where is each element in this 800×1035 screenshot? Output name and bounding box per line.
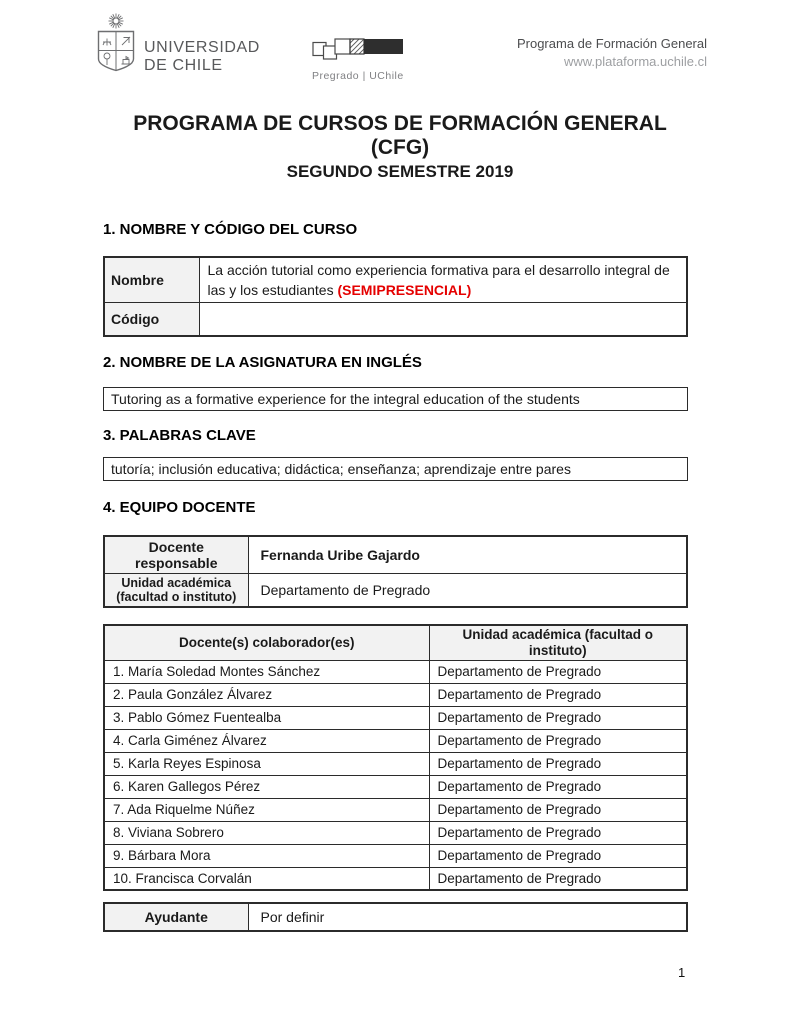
table-row: 9. Bárbara Mora Departamento de Pregrado [103,843,688,868]
pregrado-logo-caption: Pregrado | UChile [311,70,404,82]
assistant-label-cell: Ayudante [103,902,249,932]
table-row: 2. Paula González Álvarez Departamento d… [103,682,688,707]
section-3-heading: 3. PALABRAS CLAVE [103,426,256,444]
table-row: 4. Carla Giménez Álvarez Departamento de… [103,728,688,753]
name-label-cell: Nombre [103,256,200,303]
code-label-cell: Código [103,302,200,336]
collaborator-name: 3. Pablo Gómez Fuentealba [103,705,430,730]
unit-label-cell: Unidad académica (facultad o instituto) [103,572,249,607]
collaborator-unit: Departamento de Pregrado [428,820,688,845]
keywords-box: tutoría; inclusión educativa; didáctica;… [103,456,688,481]
table-row: Nombre La acción tutorial como experienc… [103,256,688,303]
table-row: Código [103,302,688,336]
collaborator-unit: Departamento de Pregrado [428,682,688,707]
uchile-logo-text: UNIVERSIDAD DE CHILE [144,39,260,74]
collaborators-col1-header: Docente(s) colaborador(es) [103,624,430,661]
code-value-cell [198,302,688,336]
collaborator-unit: Departamento de Pregrado [428,705,688,730]
collaborator-name: 9. Bárbara Mora [103,843,430,868]
collaborator-name: 2. Paula González Álvarez [103,682,430,707]
collaborator-name: 7. Ada Riquelme Núñez [103,797,430,822]
course-name-text: La acción tutorial como experiencia form… [207,262,670,298]
section-1-heading: 1. NOMBRE Y CÓDIGO DEL CURSO [103,221,358,238]
table-row: 1. María Soledad Montes Sánchez Departam… [103,659,688,684]
table-row: 6. Karen Gallegos Pérez Departamento de … [103,774,688,799]
uchile-logo: UNIVERSIDAD DE CHILE [95,12,260,79]
table-row: Unidad académica (facultad o instituto) … [103,572,688,607]
collaborator-name: 4. Carla Giménez Álvarez [103,728,430,753]
responsible-label-cell: Docente responsable [103,535,249,574]
collaborator-unit: Departamento de Pregrado [428,797,688,822]
document-title: PROGRAMA DE CURSOS DE FORMACIÓN GENERAL … [0,112,800,182]
table-row: 7. Ada Riquelme Núñez Departamento de Pr… [103,797,688,822]
collaborator-unit: Departamento de Pregrado [428,728,688,753]
responsible-teacher-table: Docente responsable Fernanda Uribe Gajar… [103,534,688,608]
english-name-box: Tutoring as a formative experience for t… [103,386,688,411]
course-name-table: Nombre La acción tutorial como experienc… [103,256,688,337]
collaborator-name: 10. Francisca Corvalán [103,866,430,891]
header-program-info: Programa de Formación General www.plataf… [517,35,707,71]
page-header: UNIVERSIDAD DE CHILE Pregrado | UChile P… [95,12,707,82]
collaborator-name: 6. Karen Gallegos Pérez [103,774,430,799]
name-value-cell: La acción tutorial como experiencia form… [198,256,688,303]
table-row: 8. Viviana Sobrero Departamento de Pregr… [103,820,688,845]
collaborator-unit: Departamento de Pregrado [428,866,688,891]
title-line-2: (CFG) [370,136,430,159]
table-row: 5. Karla Reyes Espinosa Departamento de … [103,751,688,776]
table-row: Ayudante Por definir [103,902,688,932]
collaborator-name: 8. Viviana Sobrero [103,820,430,845]
collaborators-col2-header: Unidad académica (facultad o instituto) [428,624,688,661]
collaborator-name: 5. Karla Reyes Espinosa [103,751,430,776]
title-line-3: SEGUNDO SEMESTRE 2019 [286,162,514,181]
uchile-crest-icon [95,12,137,79]
pregrado-logo: Pregrado | UChile [312,36,404,82]
collaborator-unit: Departamento de Pregrado [428,751,688,776]
semipresencial-highlight: (SEMIPRESENCIAL) [337,282,472,298]
pregrado-blocks-icon [312,36,404,65]
assistant-value-cell: Por definir [247,902,688,932]
responsible-value-cell: Fernanda Uribe Gajardo [247,535,688,574]
title-line-1: PROGRAMA DE CURSOS DE FORMACIÓN GENERAL [133,112,667,135]
unit-value-cell: Departamento de Pregrado [247,572,688,607]
collaborator-unit: Departamento de Pregrado [428,659,688,684]
document-body: 1. NOMBRE Y CÓDIGO DEL CURSO Nombre La a… [103,221,688,932]
collaborator-unit: Departamento de Pregrado [428,774,688,799]
table-row: 3. Pablo Gómez Fuentealba Departamento d… [103,705,688,730]
assistant-table: Ayudante Por definir [103,902,688,932]
collaborators-header-row: Docente(s) colaborador(es) Unidad académ… [103,624,688,661]
table-row: Docente responsable Fernanda Uribe Gajar… [103,535,688,574]
section-4-heading: 4. EQUIPO DOCENTE [103,498,256,516]
collaborator-name: 1. María Soledad Montes Sánchez [103,659,430,684]
collaborator-unit: Departamento de Pregrado [428,843,688,868]
website-link[interactable]: www.plataforma.uchile.cl [563,54,707,69]
collaborators-table: Docente(s) colaborador(es) Unidad académ… [103,623,688,891]
table-row: 10. Francisca Corvalán Departamento de P… [103,866,688,891]
section-2-heading: 2. NOMBRE DE LA ASIGNATURA EN INGLÉS [103,353,422,371]
program-name: Programa de Formación General [516,36,707,51]
collaborators-body: 1. María Soledad Montes Sánchez Departam… [103,659,688,891]
page-number: 1 [678,965,686,980]
